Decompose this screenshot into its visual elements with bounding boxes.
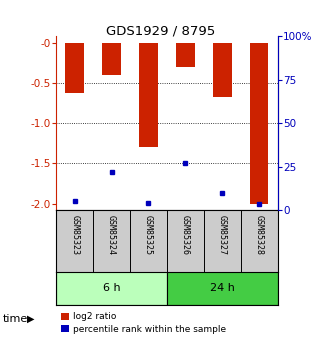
Text: time: time (3, 314, 29, 324)
Text: GDS1929 / 8795: GDS1929 / 8795 (106, 24, 215, 37)
Bar (65, 43, 84, 93)
Bar (102, 43, 121, 75)
Legend: log2 ratio, percentile rank within the sample: log2 ratio, percentile rank within the s… (61, 312, 226, 334)
Text: GSM85323: GSM85323 (70, 215, 79, 255)
Text: GSM85327: GSM85327 (218, 215, 227, 255)
Text: GSM85324: GSM85324 (107, 215, 116, 255)
Text: ▶: ▶ (27, 314, 35, 324)
Text: GSM85326: GSM85326 (181, 215, 190, 255)
Text: 24 h: 24 h (210, 283, 235, 293)
Text: GSM85325: GSM85325 (144, 215, 153, 255)
Text: GSM85328: GSM85328 (255, 215, 264, 255)
Text: 6 h: 6 h (103, 283, 120, 293)
Bar (139, 43, 158, 147)
Bar (176, 43, 195, 67)
Bar (167, 272, 278, 305)
Bar (56, 272, 167, 305)
Bar (213, 43, 231, 97)
Bar (250, 43, 268, 204)
